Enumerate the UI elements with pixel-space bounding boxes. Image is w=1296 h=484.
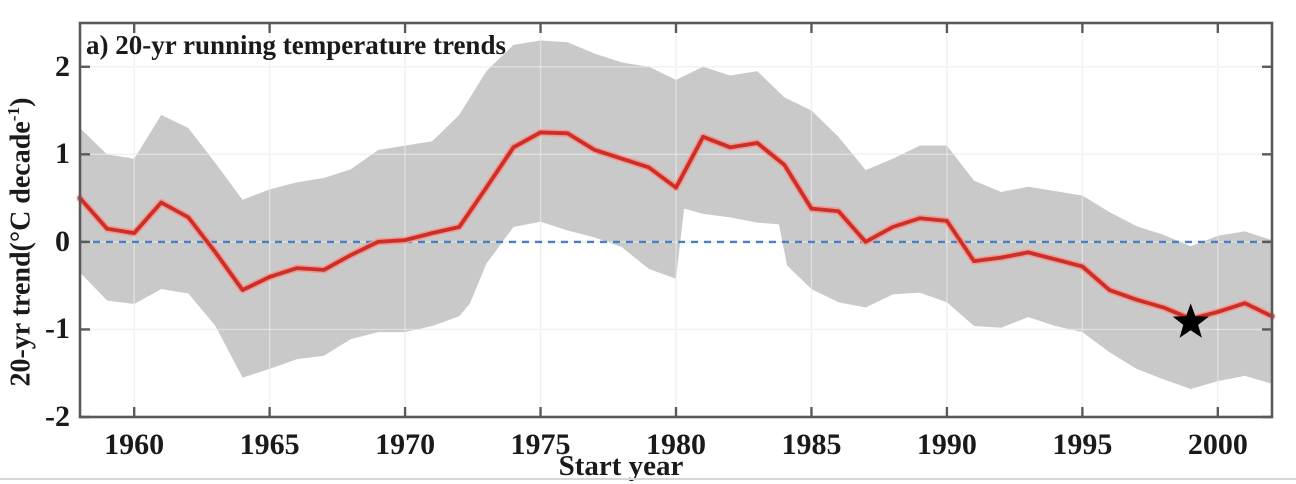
x-tick-label: 1960: [104, 428, 165, 461]
x-tick-label: 2000: [1187, 428, 1248, 461]
x-tick-label: 1965: [239, 428, 300, 461]
uncertainty-band: [80, 40, 1272, 389]
y-tick-label: 2: [55, 49, 70, 83]
y-tick-label: 0: [55, 224, 70, 258]
trend-line: [78, 130, 1274, 321]
y-tick-label: -1: [45, 312, 70, 346]
panel-title: a) 20-yr running temperature trends: [86, 30, 506, 60]
x-tick-label: 1990: [916, 428, 977, 461]
x-tick-label: 1975: [510, 428, 571, 461]
x-tick-label: 1980: [646, 428, 706, 461]
x-tick-label: 1970: [375, 428, 436, 461]
x-tick-label: 1995: [1052, 428, 1113, 461]
next-panel-top-edge: [0, 478, 1296, 480]
y-tick-label: 1: [55, 137, 70, 171]
star-marker: [1172, 303, 1209, 338]
y-tick-label: -2: [45, 400, 70, 433]
x-tick-label: 1985: [781, 428, 842, 461]
y-axis-label-close: ): [5, 97, 37, 107]
x-axis-label: Start year: [558, 450, 684, 482]
y-axis-label-superscript: -1: [4, 106, 23, 122]
